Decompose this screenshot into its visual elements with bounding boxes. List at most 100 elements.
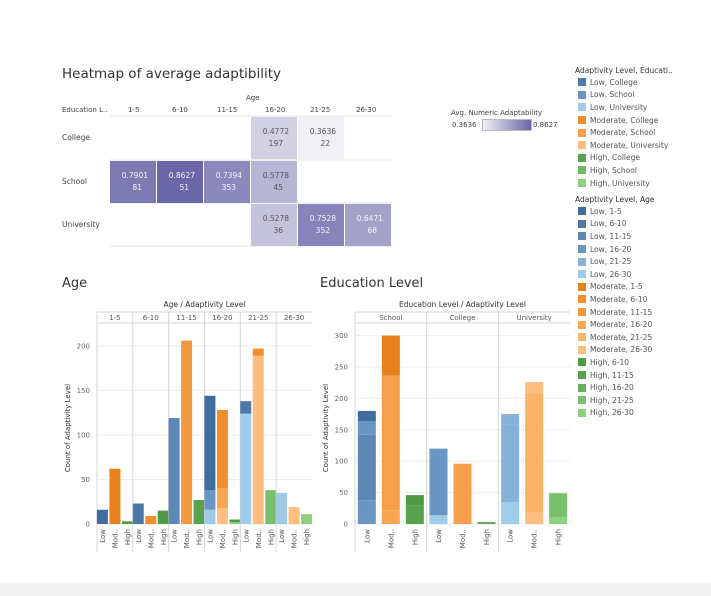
bar-segment[interactable] (265, 490, 277, 524)
legend-item[interactable]: Moderate, 6-10 (578, 293, 652, 306)
bar-segment[interactable] (276, 492, 288, 524)
bar-segment[interactable] (501, 414, 520, 425)
bar-segment[interactable] (357, 420, 376, 435)
bar-segment[interactable] (381, 382, 400, 511)
legend-item[interactable]: Moderate, 11-15 (578, 306, 652, 319)
x-tick-label: Mod.. (147, 529, 155, 548)
bar-segment[interactable] (549, 517, 568, 524)
bar-segment[interactable] (405, 495, 424, 506)
legend-item[interactable]: High, School (578, 164, 668, 177)
heatmap-value-label: 0.5778 (263, 171, 289, 180)
heatmap-row-header: Education L.. (62, 106, 108, 114)
legend-item[interactable]: High, University (578, 177, 668, 190)
legend-item[interactable]: High, College (578, 152, 668, 165)
legend-label: Moderate, 21-25 (590, 332, 653, 342)
color-legend-title: Avg. Numeric Adaptability (451, 109, 543, 117)
bar-segment[interactable] (181, 340, 193, 524)
x-tick-label: High (483, 529, 491, 545)
legend-item[interactable]: Moderate, College (578, 114, 668, 127)
bar-segment[interactable] (168, 418, 180, 524)
bar-segment[interactable] (229, 522, 241, 524)
bar-segment[interactable] (453, 463, 472, 524)
x-tick-label: Low (242, 529, 250, 543)
bar-segment[interactable] (204, 395, 216, 491)
bar-segment[interactable] (252, 348, 264, 356)
legend-item[interactable]: Moderate, 26-30 (578, 344, 652, 357)
heatmap-cell[interactable] (157, 161, 203, 203)
bar-segment[interactable] (381, 375, 400, 383)
legend-label: Moderate, College (590, 115, 659, 125)
y-tick-label: 100 (77, 431, 90, 439)
legend-item[interactable]: Low, 16-20 (578, 243, 652, 256)
bar-segment[interactable] (525, 512, 544, 524)
x-tick-label: High (555, 529, 563, 545)
legend-item[interactable]: High, 11-15 (578, 369, 652, 382)
bar-segment[interactable] (357, 410, 376, 421)
bar-segment[interactable] (525, 382, 544, 394)
heatmap-cell[interactable] (251, 204, 297, 246)
bar-segment[interactable] (357, 434, 376, 501)
legend-item[interactable]: Low, 11-15 (578, 230, 652, 243)
legend-item[interactable]: Moderate, University (578, 139, 668, 152)
heatmap-cell[interactable] (204, 161, 250, 203)
legend-item[interactable]: Low, 26-30 (578, 268, 652, 281)
bar-segment[interactable] (121, 521, 133, 524)
legend-item[interactable]: Low, College (578, 76, 668, 89)
legend-item[interactable]: Moderate, 1-5 (578, 281, 652, 294)
heatmap-cell[interactable] (251, 117, 297, 159)
legend-item[interactable]: Low, University (578, 101, 668, 114)
legend-item[interactable]: High, 16-20 (578, 381, 652, 394)
bar-segment[interactable] (288, 507, 300, 524)
heatmap-cell[interactable] (110, 161, 156, 203)
legend-item[interactable]: High, 21-25 (578, 394, 652, 407)
heatmap-cell[interactable] (345, 204, 391, 246)
bar-segment[interactable] (381, 335, 400, 376)
legend-item[interactable]: High, 6-10 (578, 356, 652, 369)
legend-item[interactable]: Moderate, School (578, 126, 668, 139)
bar-segment[interactable] (501, 502, 520, 524)
bar-segment[interactable] (229, 519, 241, 523)
bar-segment[interactable] (429, 515, 448, 524)
bar-segment[interactable] (145, 515, 157, 524)
legend-item[interactable]: Low, 21-25 (578, 255, 652, 268)
bar-segment[interactable] (405, 505, 424, 524)
bar-segment[interactable] (525, 393, 544, 513)
bar-segment[interactable] (357, 500, 376, 514)
bar-segment[interactable] (193, 499, 205, 524)
bar-segment[interactable] (381, 510, 400, 524)
bar-segment[interactable] (216, 488, 228, 508)
bar-segment[interactable] (109, 468, 121, 524)
legend-item[interactable]: High, 26-30 (578, 407, 652, 420)
bar-segment[interactable] (240, 401, 252, 414)
legend-label: High, 16-20 (590, 383, 634, 393)
legend-item[interactable]: Moderate, 16-20 (578, 318, 652, 331)
bar-segment[interactable] (549, 493, 568, 518)
bar-segment[interactable] (301, 514, 313, 524)
legend-item[interactable]: Low, 6-10 (578, 218, 652, 231)
bottom-scrollbar[interactable] (0, 583, 711, 596)
bar-segment[interactable] (204, 509, 216, 524)
bar-segment[interactable] (216, 507, 228, 524)
bar-segment[interactable] (477, 522, 496, 524)
legend-item[interactable]: Low, 1-5 (578, 205, 652, 218)
color-legend-ramp (482, 119, 532, 131)
bar-segment[interactable] (204, 490, 216, 510)
bar-segment[interactable] (96, 509, 108, 524)
x-tick-label: High (124, 529, 132, 545)
legend-label: Low, 1-5 (590, 206, 622, 216)
heatmap-cell[interactable] (251, 161, 297, 203)
bar-segment[interactable] (157, 510, 169, 524)
bar-segment[interactable] (357, 513, 376, 524)
legend-swatch (578, 295, 586, 304)
bar-segment[interactable] (216, 410, 228, 489)
bar-segment[interactable] (429, 448, 448, 516)
bar-segment[interactable] (501, 424, 520, 503)
heatmap-cell[interactable] (298, 117, 344, 159)
heatmap-cell[interactable] (298, 204, 344, 246)
bar-segment[interactable] (240, 413, 252, 524)
legend-item[interactable]: Low, School (578, 89, 668, 102)
x-tick-label: Mod.. (183, 529, 191, 548)
legend-item[interactable]: Moderate, 21-25 (578, 331, 652, 344)
bar-segment[interactable] (132, 503, 144, 524)
bar-segment[interactable] (252, 355, 264, 524)
